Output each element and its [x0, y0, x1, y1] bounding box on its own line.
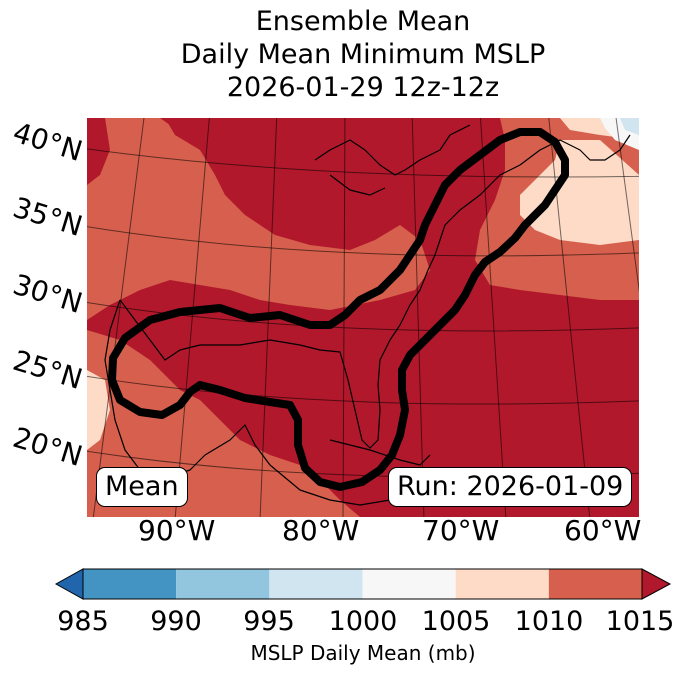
lon-label-90w: 90°W [138, 514, 216, 547]
field-lightblue-corner [620, 118, 639, 135]
colorbar-label: MSLP Daily Mean (mb) [250, 641, 476, 665]
coast-great-lakes [314, 124, 471, 176]
colorbar-bin-995-1000 [269, 569, 363, 599]
mean-badge: Mean [96, 467, 188, 507]
colorbar [54, 568, 672, 600]
meridian-90w [174, 118, 210, 517]
lon-label-60w: 60°W [564, 514, 642, 547]
title-line-2: Daily Mean Minimum MSLP [180, 39, 546, 70]
contour-outline [108, 128, 569, 491]
colorbar-bin-1005-1010 [455, 569, 549, 599]
colorbar-frame [82, 568, 643, 600]
cb-tick-1015: 1015 [605, 606, 675, 637]
colorbar-bin-990-995 [176, 569, 270, 599]
lon-label-70w: 70°W [422, 514, 500, 547]
field-light-east [520, 140, 639, 245]
colorbar-extend-high [641, 568, 672, 600]
cb-tick-1000: 1000 [328, 606, 398, 637]
coast-us-east-gulf [119, 164, 521, 449]
coastlines [104, 124, 631, 506]
parallel-40n [87, 148, 639, 178]
meridian-60w [615, 118, 639, 293]
coast-cuba [329, 439, 431, 466]
parallel-30n [87, 301, 639, 332]
parallel-35n [87, 226, 639, 257]
coast-yucatan-central [204, 424, 391, 506]
meridian-75w [411, 118, 425, 517]
coast-lake-erie [329, 174, 386, 196]
colorbar-bin-1000-1005 [362, 569, 456, 599]
run-date-badge: Run: 2026-01-09 [388, 467, 633, 507]
lon-label-80w: 80°W [282, 514, 360, 547]
coast-nova-scotia [519, 134, 631, 166]
field-dark-topleft [87, 118, 110, 185]
cb-tick-990: 990 [150, 606, 202, 637]
meridian-95w [92, 118, 145, 517]
cb-tick-995: 995 [243, 606, 295, 637]
parallel-25n [87, 375, 639, 405]
field-dark-top [160, 118, 355, 175]
title-line-1: Ensemble Mean [255, 6, 471, 37]
title-line-3: 2026-01-29 12z-12z [226, 72, 500, 103]
cb-tick-1005: 1005 [421, 606, 491, 637]
cb-tick-985: 985 [57, 606, 109, 637]
colorbar-extend-low [54, 568, 84, 600]
field-light-left [87, 370, 110, 450]
meridian-70w [480, 118, 507, 517]
meridian-65w [548, 118, 591, 517]
colorbar-bin-985-990 [83, 569, 177, 599]
cb-tick-1010: 1010 [514, 606, 584, 637]
colorbar-bin-1010-1015 [548, 569, 642, 599]
